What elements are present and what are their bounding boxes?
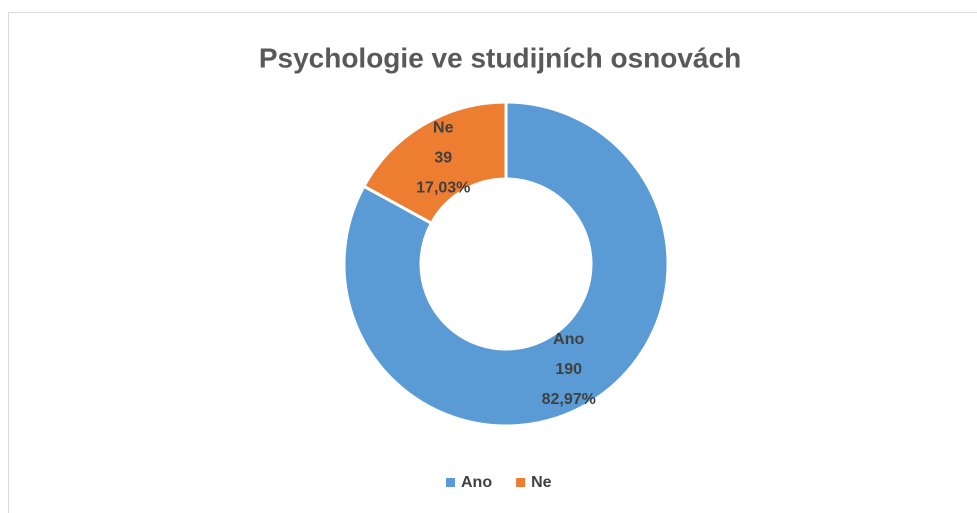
slice-label-percent: 82,97% — [542, 391, 596, 408]
slice-label-value: 190 — [555, 361, 582, 378]
legend-label: Ano — [461, 474, 492, 491]
slice-label-value: 39 — [434, 149, 452, 166]
donut-slice — [361, 100, 508, 226]
slice-label-name: Ano — [553, 331, 584, 348]
legend-label: Ne — [531, 474, 552, 491]
slice-label-percent: 17,03% — [416, 179, 470, 196]
legend-swatch — [516, 478, 526, 487]
slice-label-name: Ne — [433, 119, 454, 136]
donut-slice — [342, 100, 670, 428]
chart-frame — [8, 12, 977, 513]
legend-swatch — [446, 478, 455, 487]
chart-title: Psychologie ve studijních osnovách — [259, 42, 741, 73]
